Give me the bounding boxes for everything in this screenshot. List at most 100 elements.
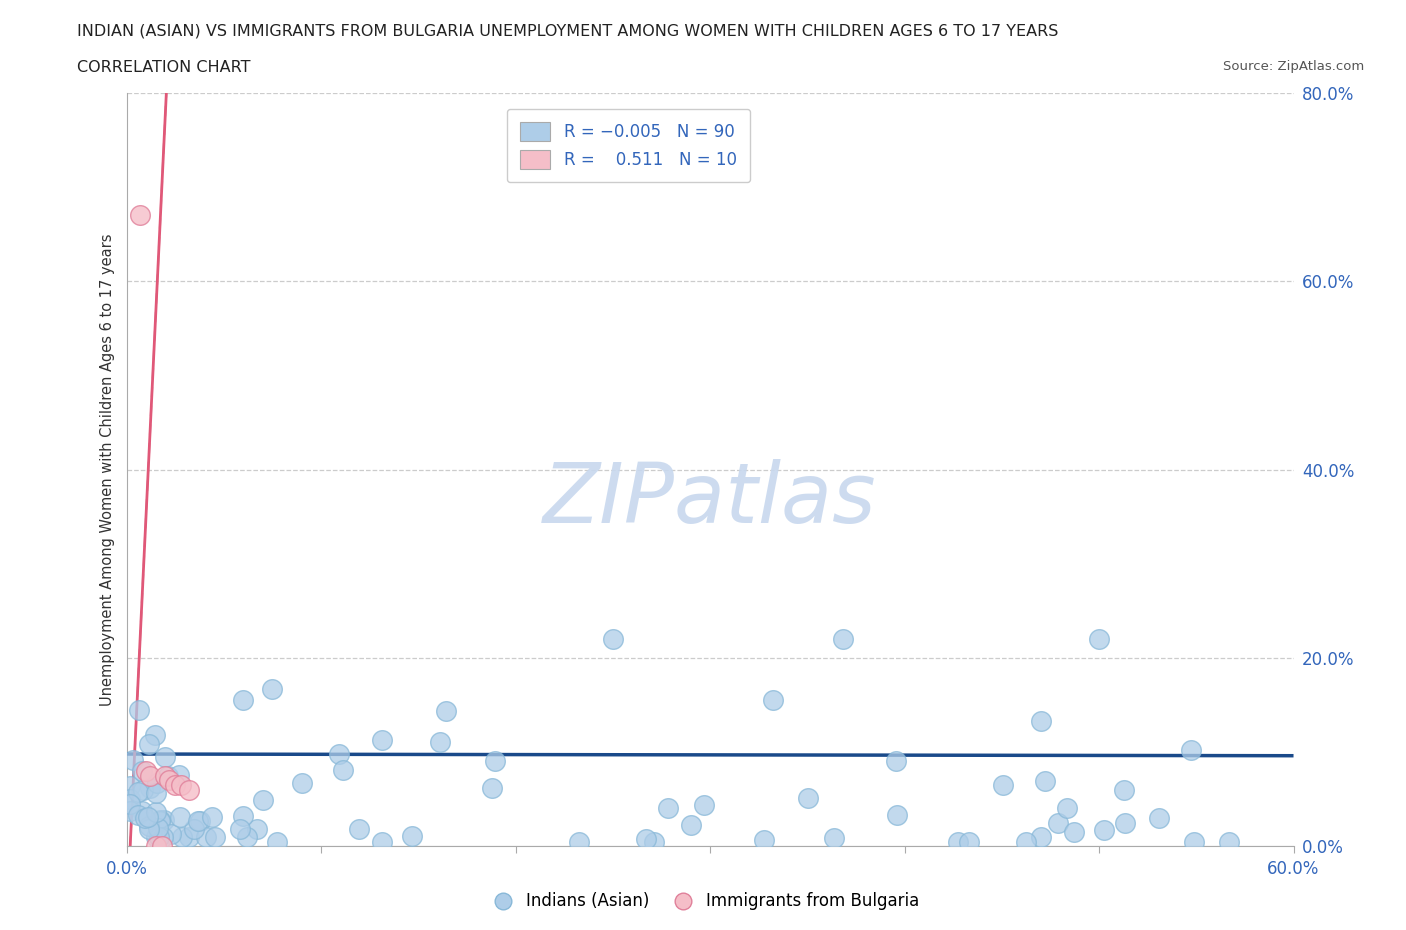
Point	[332, 763, 354, 777]
Point	[122, 752, 145, 767]
Point	[183, 821, 205, 836]
Legend: R = −0.005   N = 90, R =    0.511   N = 10: R = −0.005 N = 90, R = 0.511 N = 10	[506, 109, 749, 182]
Point	[145, 830, 167, 844]
Point	[602, 631, 624, 646]
Point	[657, 801, 679, 816]
Point	[823, 830, 845, 845]
Point	[1092, 822, 1115, 837]
Point	[167, 768, 190, 783]
Point	[831, 631, 853, 646]
Point	[145, 804, 167, 819]
Point	[347, 822, 370, 837]
Point	[1063, 825, 1085, 840]
Point	[643, 834, 665, 849]
Point	[120, 797, 142, 812]
Point	[434, 704, 457, 719]
Point	[371, 834, 394, 849]
Point	[148, 830, 170, 844]
Point	[228, 822, 250, 837]
Point	[568, 834, 591, 849]
Point	[1047, 816, 1070, 830]
Point	[165, 777, 187, 792]
Point	[120, 804, 142, 818]
Point	[149, 814, 172, 829]
Point	[1182, 834, 1205, 849]
Point	[201, 810, 224, 825]
Text: ZIPatlas: ZIPatlas	[543, 459, 877, 540]
Point	[693, 798, 716, 813]
Point	[153, 750, 176, 764]
Point	[128, 702, 150, 717]
Point	[290, 776, 312, 790]
Point	[232, 692, 254, 707]
Point	[797, 790, 820, 805]
Point	[131, 764, 153, 778]
Point	[156, 769, 179, 784]
Point	[1031, 830, 1053, 844]
Point	[152, 830, 174, 844]
Point	[177, 830, 200, 844]
Point	[150, 839, 173, 854]
Point	[957, 834, 980, 849]
Legend: Indians (Asian), Immigrants from Bulgaria: Indians (Asian), Immigrants from Bulgari…	[479, 885, 927, 917]
Point	[1112, 782, 1135, 797]
Point	[170, 777, 193, 792]
Point	[679, 818, 702, 833]
Point	[138, 819, 160, 834]
Point	[120, 791, 142, 806]
Point	[139, 780, 162, 795]
Point	[484, 753, 506, 768]
Text: CORRELATION CHART: CORRELATION CHART	[77, 60, 250, 75]
Point	[131, 804, 153, 819]
Point	[1088, 631, 1111, 646]
Point	[266, 834, 288, 849]
Point	[371, 732, 394, 747]
Point	[1180, 742, 1202, 757]
Point	[1114, 816, 1136, 830]
Point	[153, 813, 176, 828]
Point	[886, 807, 908, 822]
Point	[188, 814, 211, 829]
Point	[170, 830, 193, 844]
Point	[145, 839, 167, 854]
Point	[139, 768, 162, 783]
Point	[120, 779, 142, 794]
Point	[991, 777, 1014, 792]
Point	[1033, 773, 1056, 788]
Point	[946, 834, 969, 849]
Point	[194, 830, 217, 844]
Point	[129, 208, 152, 223]
Point	[132, 783, 155, 798]
Point	[155, 768, 177, 783]
Point	[138, 822, 160, 837]
Point	[762, 693, 785, 708]
Text: INDIAN (ASIAN) VS IMMIGRANTS FROM BULGARIA UNEMPLOYMENT AMONG WOMEN WITH CHILDRE: INDIAN (ASIAN) VS IMMIGRANTS FROM BULGAR…	[77, 23, 1059, 38]
Point	[127, 785, 149, 800]
Point	[429, 735, 451, 750]
Point	[169, 810, 191, 825]
Point	[138, 736, 160, 751]
Point	[187, 814, 209, 829]
Point	[1147, 811, 1170, 826]
Point	[134, 811, 156, 826]
Point	[236, 830, 259, 844]
Point	[157, 773, 180, 788]
Point	[401, 829, 423, 844]
Point	[146, 775, 169, 790]
Point	[481, 781, 503, 796]
Point	[252, 792, 274, 807]
Point	[204, 830, 226, 844]
Text: Source: ZipAtlas.com: Source: ZipAtlas.com	[1223, 60, 1364, 73]
Point	[177, 782, 200, 797]
Point	[262, 681, 284, 696]
Y-axis label: Unemployment Among Women with Children Ages 6 to 17 years: Unemployment Among Women with Children A…	[100, 233, 115, 706]
Point	[146, 820, 169, 835]
Point	[1218, 834, 1240, 849]
Point	[143, 727, 166, 742]
Point	[328, 747, 350, 762]
Point	[884, 753, 907, 768]
Point	[1031, 713, 1053, 728]
Point	[634, 831, 657, 846]
Point	[149, 813, 172, 828]
Point	[1056, 801, 1078, 816]
